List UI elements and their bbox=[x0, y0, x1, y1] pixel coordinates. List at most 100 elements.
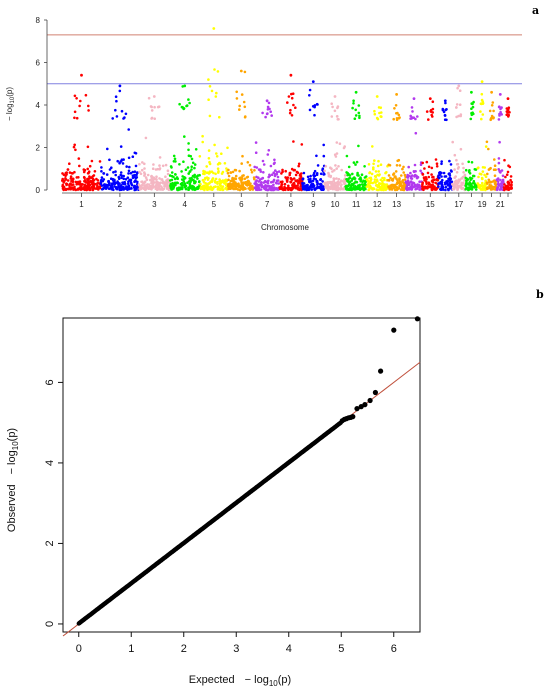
manhattan-point bbox=[501, 180, 505, 183]
manhattan-point bbox=[327, 171, 330, 175]
manhattan-point bbox=[460, 187, 464, 191]
manhattan-point bbox=[73, 116, 76, 120]
manhattan-point bbox=[391, 177, 395, 181]
manhattan-point bbox=[245, 176, 249, 179]
manhattan-point bbox=[363, 176, 367, 179]
manhattan-point bbox=[275, 173, 279, 176]
manhattan-point bbox=[427, 165, 431, 169]
manhattan-point bbox=[455, 158, 458, 162]
manhattan-point bbox=[430, 179, 434, 182]
manhattan-point bbox=[285, 180, 289, 183]
manhattan-point bbox=[340, 179, 343, 182]
manhattan-point bbox=[335, 115, 339, 118]
manhattan-point bbox=[284, 169, 288, 173]
manhattan-point bbox=[176, 181, 179, 185]
manhattan-point bbox=[108, 168, 112, 171]
manhattan-point bbox=[362, 179, 365, 183]
manhattan-point bbox=[66, 179, 70, 182]
manhattan-point bbox=[483, 184, 486, 187]
manhattan-point bbox=[160, 185, 163, 188]
manhattan-point bbox=[244, 181, 247, 184]
manhattan-point bbox=[110, 184, 114, 187]
manhattan-point bbox=[82, 175, 86, 179]
manhattan-point bbox=[246, 184, 249, 187]
manhattan-point bbox=[458, 184, 461, 188]
manhattan-point bbox=[488, 109, 492, 113]
manhattan-point bbox=[480, 176, 484, 180]
manhattan-point bbox=[188, 101, 191, 105]
manhattan-point bbox=[149, 187, 152, 191]
manhattan-point bbox=[184, 187, 188, 191]
manhattan-point bbox=[331, 185, 335, 188]
manhattan-point bbox=[409, 171, 412, 175]
manhattan-point bbox=[419, 169, 422, 173]
manhattan-point bbox=[100, 166, 103, 169]
manhattan-point bbox=[248, 163, 252, 167]
manhattan-point bbox=[277, 182, 281, 185]
manhattan-peak-point bbox=[354, 90, 358, 94]
manhattan-point bbox=[402, 187, 406, 190]
manhattan-point bbox=[208, 114, 212, 118]
manhattan-point bbox=[395, 188, 399, 192]
manhattan-point bbox=[112, 171, 115, 174]
manhattan-point bbox=[506, 170, 510, 174]
manhattan-point bbox=[206, 171, 209, 174]
manhattan-point bbox=[131, 174, 135, 177]
manhattan-point bbox=[457, 166, 461, 169]
manhattan-point bbox=[144, 176, 148, 179]
manhattan-point bbox=[190, 165, 193, 168]
manhattan-peak-point bbox=[443, 99, 447, 103]
manhattan-point bbox=[348, 188, 352, 191]
manhattan-point bbox=[423, 186, 427, 190]
manhattan-point bbox=[116, 186, 119, 189]
manhattan-point bbox=[335, 141, 339, 144]
manhattan-ylabel-suffix: (p) bbox=[5, 87, 14, 97]
manhattan-point bbox=[77, 157, 81, 160]
manhattan-point bbox=[444, 188, 447, 192]
manhattan-point bbox=[367, 188, 371, 192]
manhattan-point bbox=[444, 175, 448, 178]
manhattan-point bbox=[306, 187, 310, 191]
manhattan-point bbox=[66, 168, 70, 171]
manhattan-point bbox=[308, 94, 311, 97]
manhattan-point bbox=[84, 181, 88, 184]
manhattan-point bbox=[183, 135, 186, 138]
manhattan-point bbox=[435, 165, 439, 168]
manhattan-point bbox=[122, 182, 125, 186]
manhattan-point bbox=[501, 174, 505, 178]
manhattan-point bbox=[479, 110, 482, 113]
manhattan-point bbox=[459, 147, 463, 151]
manhattan-point bbox=[240, 93, 244, 96]
manhattan-point bbox=[262, 171, 265, 174]
manhattan-point bbox=[370, 172, 374, 176]
manhattan-point bbox=[164, 175, 167, 178]
manhattan-point bbox=[355, 160, 359, 164]
manhattan-point bbox=[327, 174, 331, 178]
chromosome-21-points bbox=[495, 93, 506, 192]
manhattan-point bbox=[368, 180, 372, 183]
manhattan-point bbox=[263, 185, 267, 188]
manhattan-point bbox=[169, 165, 173, 168]
manhattan-point bbox=[310, 188, 314, 191]
manhattan-point bbox=[373, 109, 376, 113]
manhattan-point bbox=[499, 178, 502, 182]
manhattan-point bbox=[297, 182, 300, 185]
manhattan-point bbox=[484, 175, 488, 178]
manhattan-point bbox=[306, 175, 310, 179]
manhattan-point bbox=[182, 184, 186, 187]
manhattan-point bbox=[292, 103, 295, 107]
manhattan-point bbox=[131, 176, 135, 179]
manhattan-point bbox=[465, 179, 468, 182]
manhattan-point bbox=[118, 89, 122, 93]
manhattan-point bbox=[207, 78, 210, 81]
manhattan-point bbox=[255, 175, 258, 179]
panel-b-label: b bbox=[536, 288, 544, 301]
manhattan-point bbox=[463, 174, 467, 177]
manhattan-point bbox=[440, 160, 444, 163]
manhattan-point bbox=[272, 186, 276, 189]
manhattan-point bbox=[444, 185, 448, 189]
chromosome-3-points bbox=[137, 95, 171, 192]
manhattan-point bbox=[235, 97, 239, 100]
qq-tail-point bbox=[362, 402, 368, 408]
qq-x-tick-label: 3 bbox=[233, 643, 239, 655]
